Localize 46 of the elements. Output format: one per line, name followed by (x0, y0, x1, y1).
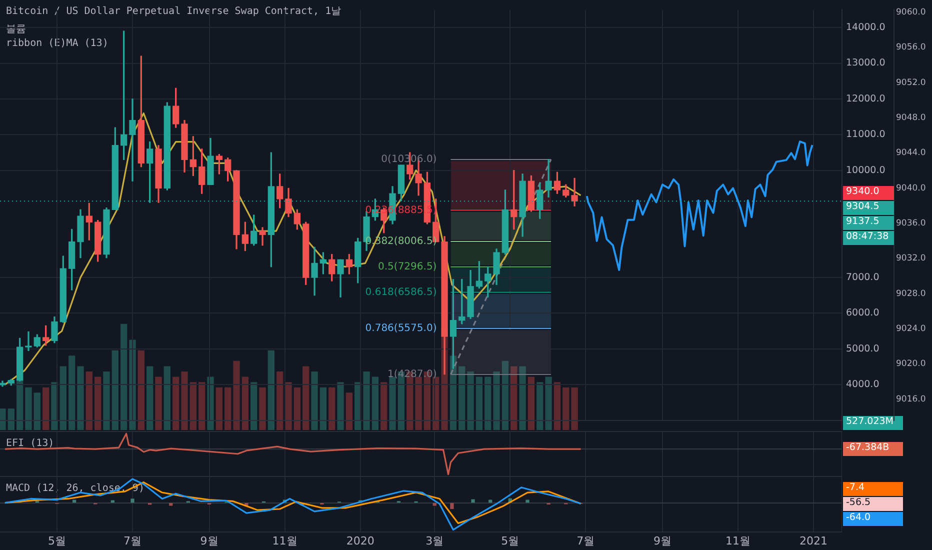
y-tick-label: 11000.0 (846, 129, 886, 140)
y-tick-label: 5000.0 (846, 343, 880, 354)
x-tick-label: 2020 (346, 534, 374, 548)
y-tick-label: 10000.0 (846, 164, 886, 176)
x-tick-label: 9월 (653, 534, 672, 548)
x-tick-label: 5월 (48, 534, 66, 548)
text: 08:47:38 (843, 231, 894, 246)
y-tick-label: 14000.0 (846, 22, 886, 34)
y2-tick-label: 9048.0 (896, 113, 926, 124)
y2-tick-label: 9040.0 (896, 183, 926, 194)
chart-title: EFI (13) (6, 438, 54, 449)
y2-tick-label: 9052.0 (896, 78, 926, 88)
x-tick-label: 11월 (725, 534, 750, 548)
series-label: 0.5(7296.5) (378, 261, 437, 272)
y2-tick-label: 9024.0 (896, 324, 926, 334)
y-tick-label: 13000.0 (846, 58, 886, 69)
y2-tick-label: 9020.0 (896, 359, 926, 370)
series-label: 0.618(6586.5) (365, 286, 437, 298)
x-tick-label: 11월 (272, 534, 298, 548)
x-tick-label: 5월 (501, 534, 520, 548)
y2-tick-label: 9016.0 (896, 394, 926, 404)
x-tick-label: 7월 (123, 534, 142, 548)
x-tick-label: 2021 (800, 534, 828, 548)
y2-tick-label: 9032.0 (896, 254, 926, 264)
series-label: 0.786(5575.0) (365, 322, 437, 334)
y-tick-label: 7000.0 (846, 272, 880, 283)
x-tick-label: 9월 (200, 534, 218, 548)
x-tick-label: 3월 (426, 534, 444, 548)
text: -67.384B (843, 442, 903, 456)
y-tick-label: 12000.0 (846, 93, 886, 104)
text: 9340.0 (843, 186, 894, 200)
x-tick-label: 7월 (576, 534, 595, 548)
text: 9304.5 (843, 201, 894, 216)
text: -56.5 (843, 496, 903, 511)
text: ribbon (E)MA (13) (6, 38, 108, 49)
y2-tick-label: 9028.0 (896, 288, 926, 299)
y2-tick-label: 9044.0 (896, 148, 926, 158)
text: -64.0 (843, 512, 903, 526)
y2-tick-label: 9060.0 (896, 8, 926, 18)
text: 527.023M (843, 416, 903, 430)
y2-tick-label: 9036.0 (896, 218, 926, 229)
y-tick-label: 6000.0 (846, 308, 880, 319)
ref-line-label: 9137.5 (843, 216, 894, 230)
text: -7.4 (843, 482, 903, 496)
y2-tick-label: 9056.0 (896, 42, 926, 53)
y-tick-label: 4000.0 (846, 379, 880, 390)
